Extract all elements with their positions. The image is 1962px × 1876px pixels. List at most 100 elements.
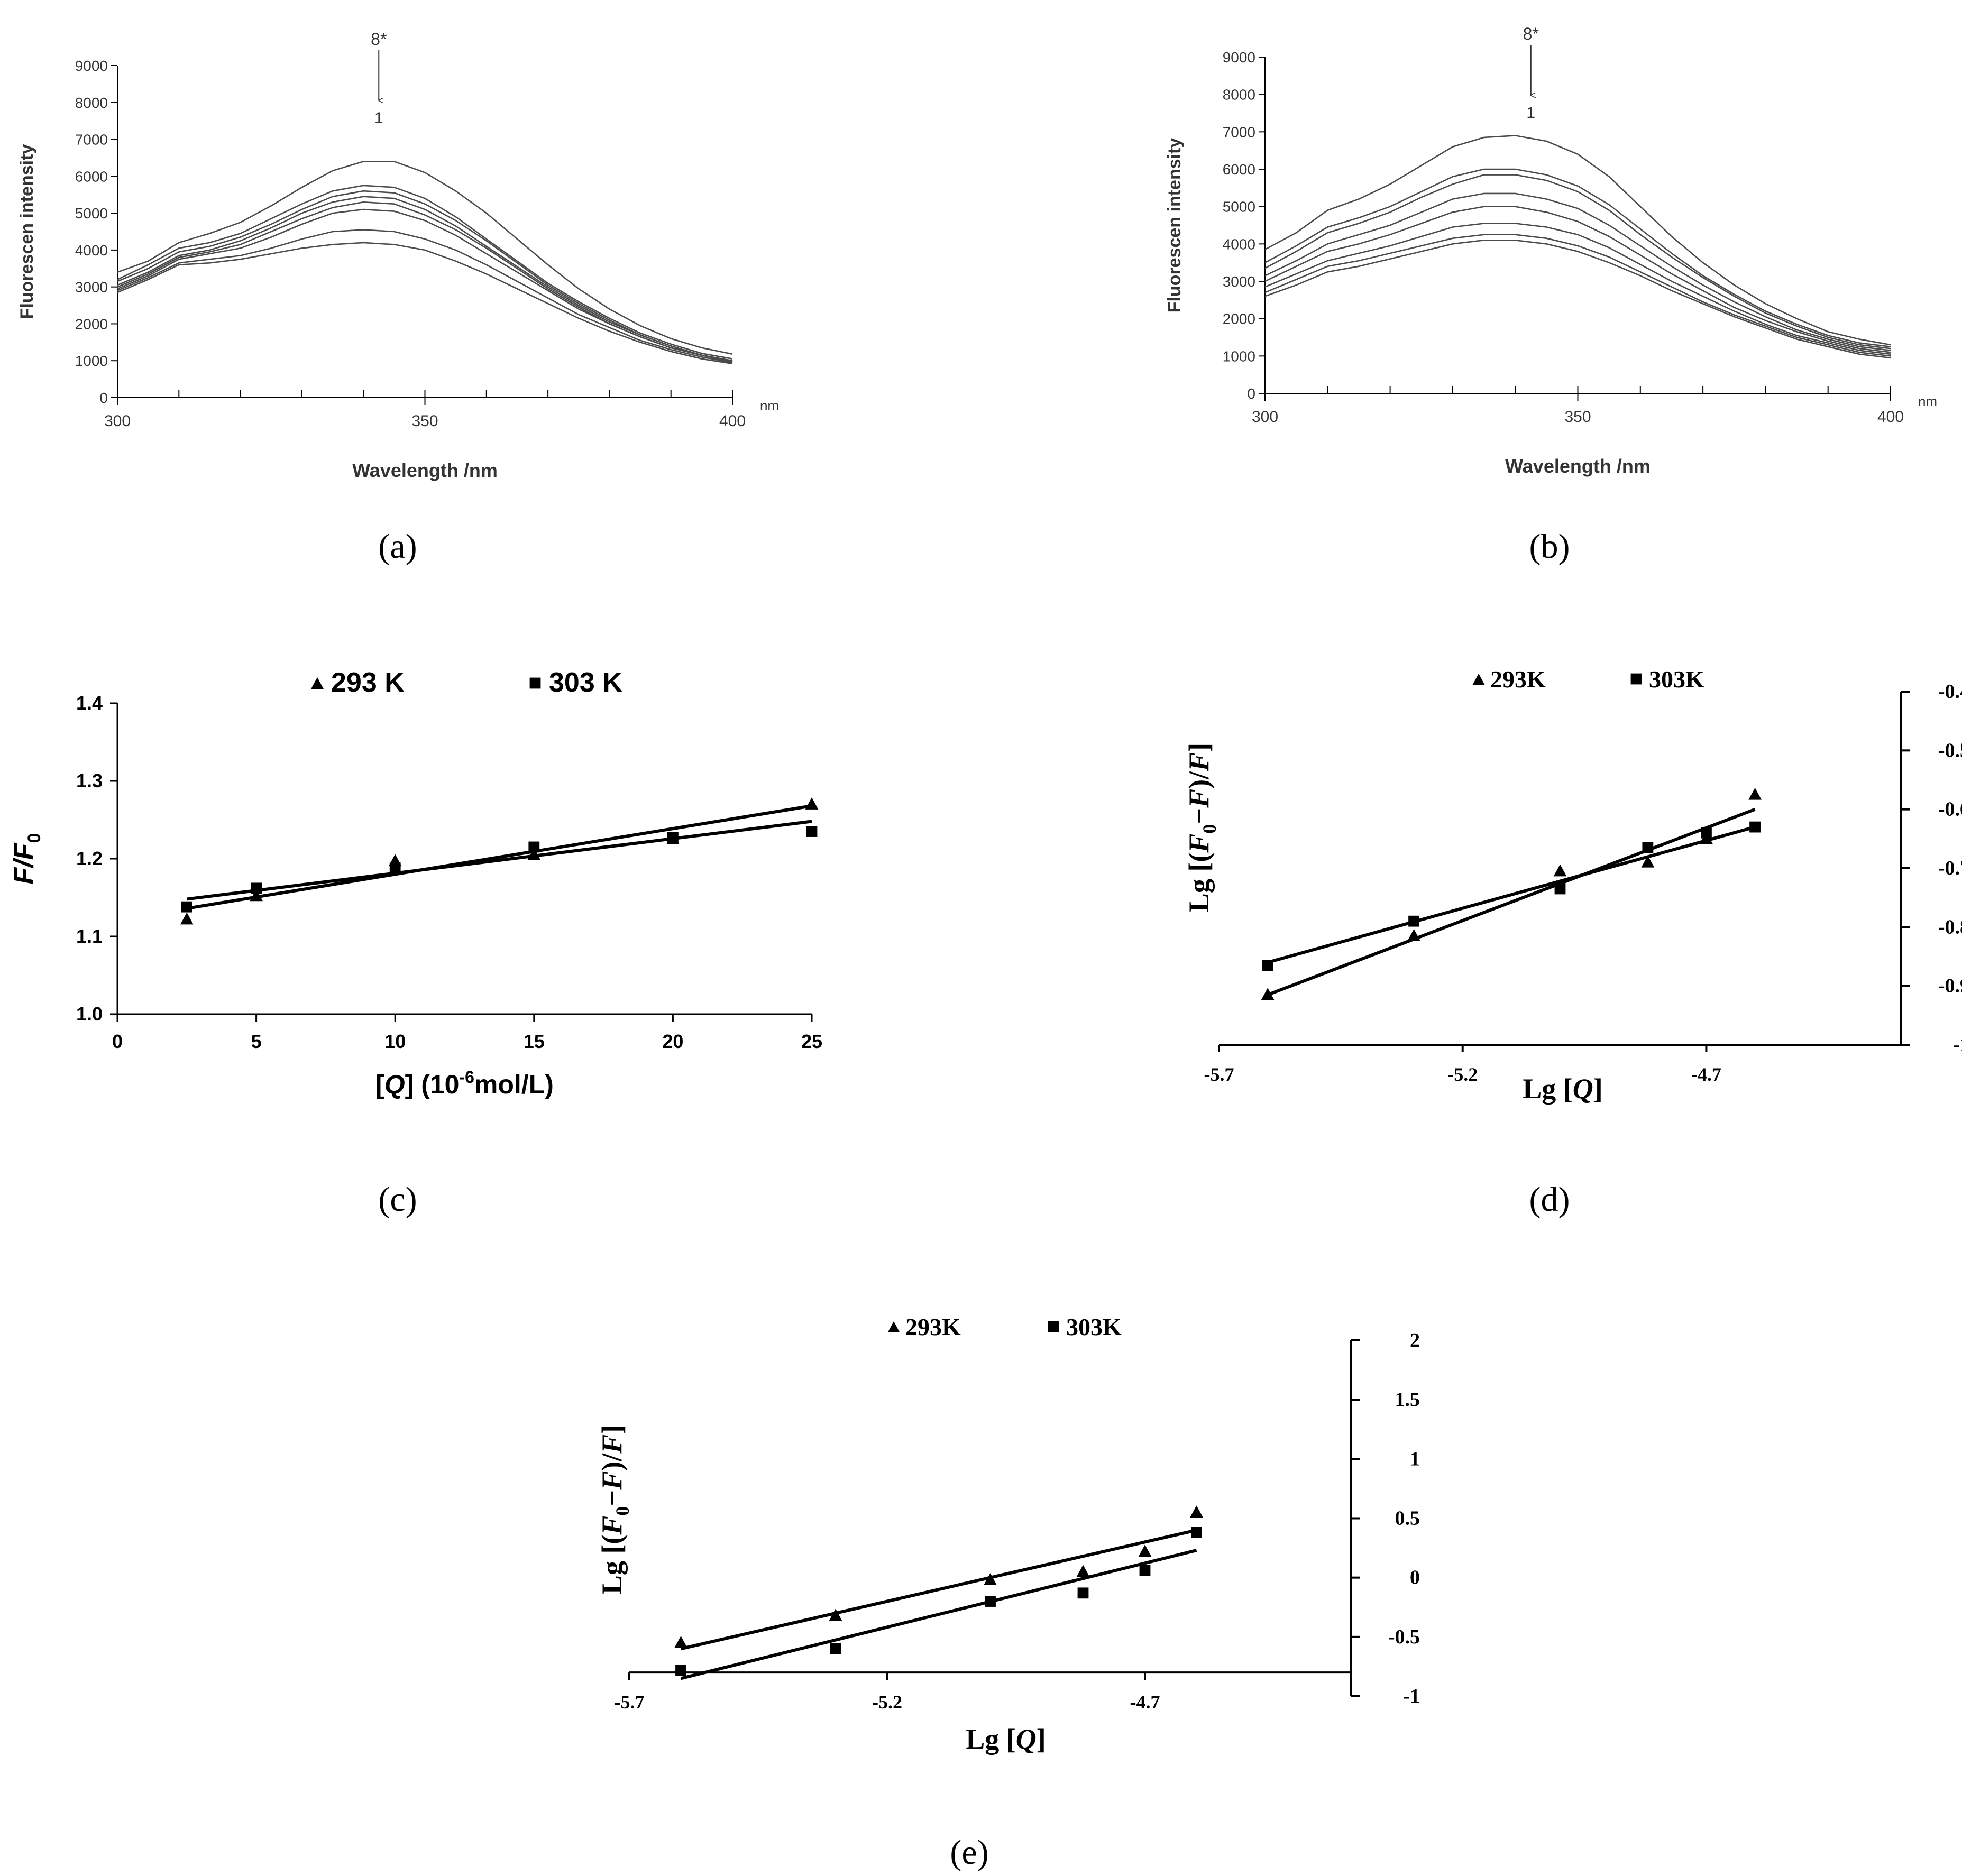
data-point-square bbox=[1701, 827, 1712, 839]
y-tick-label: 5000 bbox=[75, 205, 108, 222]
series-293k bbox=[674, 1505, 1203, 1651]
spectrum-line-2 bbox=[117, 185, 733, 360]
data-point-square bbox=[830, 1643, 841, 1654]
x-axis-label: Lg [Q] bbox=[1523, 1073, 1602, 1105]
legend: 293 K 303 K bbox=[310, 667, 622, 698]
y-tick-label: 2 bbox=[1410, 1329, 1420, 1351]
fit-line bbox=[186, 804, 812, 911]
data-point-square bbox=[528, 841, 540, 853]
data-point-triangle bbox=[180, 912, 194, 925]
y-tick-label: -0.4 bbox=[1938, 680, 1962, 703]
legend-label: 303 K bbox=[549, 667, 622, 698]
legend-label: 293 K bbox=[331, 667, 405, 698]
fit-line bbox=[1267, 825, 1756, 964]
data-point-square bbox=[389, 862, 401, 874]
data-point-triangle bbox=[1407, 929, 1420, 941]
series-303k bbox=[181, 820, 818, 913]
data-point-triangle bbox=[1190, 1505, 1203, 1518]
data-point-square bbox=[667, 832, 679, 843]
spectrum-line-5 bbox=[117, 201, 733, 362]
spectrum-line-8 bbox=[1264, 239, 1891, 359]
legend-label: 303K bbox=[1649, 666, 1704, 693]
x-tick-label: 350 bbox=[411, 412, 438, 430]
panel-d: -1 -0.9 -0.8 -0.7 -0.6 -0.5 -0.4 -5.7 -5.2 -4.7 Lg… bbox=[1183, 666, 1962, 1219]
x-tick-label: -5.7 bbox=[1204, 1064, 1234, 1085]
fit-line bbox=[680, 1549, 1197, 1680]
x-tick-label: 400 bbox=[719, 412, 746, 430]
data-point-square bbox=[1749, 821, 1761, 833]
y-tick-label: 1.2 bbox=[76, 848, 103, 869]
data-point-triangle bbox=[310, 677, 324, 689]
y-tick-label: 3000 bbox=[75, 279, 108, 296]
spectrum-line-8 bbox=[117, 242, 733, 365]
y-axis-label: F/F0 bbox=[8, 833, 44, 885]
x-tick-label: -5.7 bbox=[615, 1691, 645, 1713]
x-tick-label: -5.2 bbox=[872, 1691, 902, 1713]
panel-a: 0 1000 2000 3000 4000 5000 6000 7000 8000 9000 300… bbox=[17, 30, 779, 566]
annotation-bottom: 1 bbox=[1526, 104, 1535, 122]
y-tick-label: -0.7 bbox=[1938, 857, 1962, 879]
panel-caption: (e) bbox=[950, 1833, 988, 1872]
panel-caption: (b) bbox=[1529, 527, 1570, 566]
y-tick-label: 1000 bbox=[75, 353, 108, 369]
y-tick-label: 0 bbox=[99, 390, 108, 406]
annotation-top: 8* bbox=[1523, 24, 1539, 43]
panel-b: 0 1000 2000 3000 4000 5000 6000 7000 8000 9000 300… bbox=[1165, 24, 1937, 566]
y-tick-label: 4000 bbox=[1223, 236, 1255, 252]
x-tick-label: 25 bbox=[801, 1031, 822, 1052]
y-tick-label: 1.3 bbox=[76, 770, 103, 792]
data-point-square bbox=[529, 677, 541, 689]
x-tick-label: -5.2 bbox=[1447, 1064, 1478, 1085]
data-point-square bbox=[1408, 915, 1419, 927]
data-point-square bbox=[1630, 673, 1642, 685]
y-tick-label: 1.1 bbox=[76, 925, 103, 947]
data-point-triangle bbox=[1261, 988, 1275, 1000]
x-tick-label: 0 bbox=[112, 1031, 123, 1052]
spectrum-line-1 bbox=[1264, 135, 1891, 346]
data-point-square bbox=[181, 901, 192, 913]
y-axis-label: Lg [(F0−F)/F] bbox=[596, 1425, 633, 1594]
data-point-square bbox=[1262, 960, 1273, 971]
y-tick-label: 0 bbox=[1410, 1567, 1420, 1589]
spectrum-line-4 bbox=[117, 196, 733, 362]
spectrum-line-2 bbox=[1264, 168, 1891, 347]
panel-caption: (a) bbox=[378, 527, 417, 566]
x-axis-label: Lg [Q] bbox=[966, 1723, 1046, 1755]
y-tick-label: 6000 bbox=[1223, 161, 1255, 178]
x-axis-label: Wavelength /nm bbox=[1505, 455, 1651, 477]
y-tick-label: 9000 bbox=[75, 58, 108, 74]
y-tick-label: 1 bbox=[1410, 1448, 1420, 1470]
legend-label: 293K bbox=[905, 1313, 961, 1340]
y-tick-label: -0.8 bbox=[1938, 916, 1962, 938]
spectrum-line-6 bbox=[1264, 223, 1891, 355]
x-tick-label: -4.7 bbox=[1691, 1064, 1721, 1085]
y-tick-label: 8000 bbox=[75, 95, 108, 111]
x-tick-label: 350 bbox=[1564, 408, 1591, 426]
data-point-triangle bbox=[674, 1636, 687, 1648]
x-tick-label: 300 bbox=[1252, 408, 1278, 426]
data-point-square bbox=[806, 826, 818, 837]
fit-line bbox=[186, 820, 812, 901]
y-axis-label: Lg [(F0−F)/F] bbox=[1183, 743, 1220, 912]
data-point-square bbox=[1048, 1321, 1059, 1332]
x-tick-label: 400 bbox=[1877, 408, 1904, 426]
x-tick-label: -4.7 bbox=[1130, 1691, 1160, 1713]
panel-c: 1.0 1.1 1.2 1.3 1.4 0 5 10 15 20 25 [Q] (10-6mol/L)… bbox=[8, 667, 822, 1219]
panel-caption: (c) bbox=[378, 1180, 417, 1219]
data-point-square bbox=[1642, 842, 1654, 853]
fit-line bbox=[680, 1529, 1197, 1651]
fit-line bbox=[1267, 807, 1756, 997]
y-tick-label: 1.4 bbox=[76, 692, 103, 714]
y-tick-label: -0.5 bbox=[1938, 739, 1962, 761]
legend: 293K 303K bbox=[887, 1313, 1122, 1340]
y-tick-label: 0 bbox=[1247, 385, 1255, 402]
data-point-triangle bbox=[1748, 787, 1762, 800]
y-tick-label: 4000 bbox=[75, 242, 108, 259]
y-tick-label: 1.0 bbox=[76, 1003, 103, 1025]
data-point-square bbox=[251, 882, 262, 894]
data-point-triangle bbox=[887, 1321, 900, 1332]
y-tick-label: 2000 bbox=[75, 316, 108, 332]
annotation-bottom: 1 bbox=[374, 109, 383, 127]
data-point-square bbox=[1077, 1587, 1089, 1599]
